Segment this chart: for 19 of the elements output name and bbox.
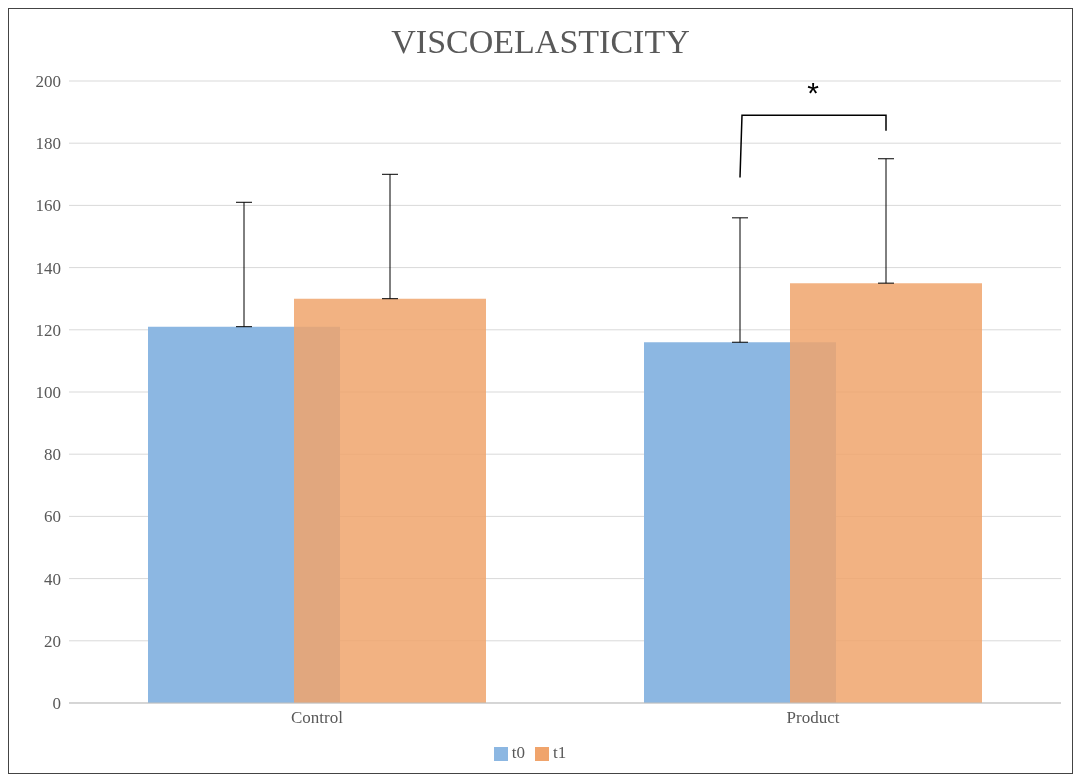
- annotation: *: [807, 76, 820, 110]
- y-tick-label: 40: [44, 569, 61, 589]
- y-tick-label: 180: [35, 134, 61, 154]
- chart-title: VISCOELASTICITY: [390, 22, 691, 62]
- y-tick-label: 80: [44, 445, 61, 465]
- y-tick-label: 200: [35, 72, 61, 92]
- y-tick-label: 100: [35, 383, 61, 403]
- y-tick-label: 160: [35, 196, 61, 216]
- y-tick-label: 60: [44, 507, 61, 527]
- y-tick-label: 140: [35, 258, 61, 278]
- x-tick-label: Product: [786, 708, 840, 728]
- legend-label: t1: [553, 743, 567, 762]
- y-tick-label: 20: [44, 631, 61, 651]
- y-tick-label: 0: [52, 694, 61, 714]
- y-tick-label: 120: [35, 320, 61, 340]
- bar: [790, 283, 982, 703]
- bar: [294, 298, 486, 703]
- x-tick-label: Control: [291, 708, 344, 728]
- legend-label: t0: [511, 743, 525, 762]
